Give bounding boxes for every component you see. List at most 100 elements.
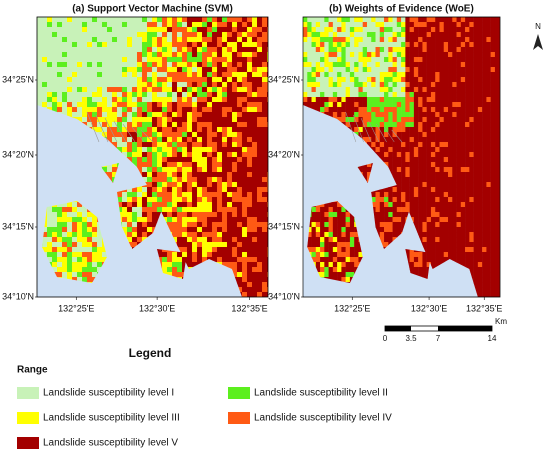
map-cell bbox=[435, 152, 440, 158]
map-cell bbox=[349, 37, 355, 43]
map-cell bbox=[247, 247, 253, 253]
map-cell bbox=[217, 67, 223, 73]
map-cell bbox=[192, 257, 198, 263]
map-cell bbox=[247, 262, 253, 268]
map-cell bbox=[375, 62, 381, 68]
map-cell bbox=[42, 52, 48, 58]
map-cell bbox=[122, 132, 128, 138]
map-cell bbox=[237, 17, 243, 23]
map-cell bbox=[207, 217, 213, 223]
map-cell bbox=[435, 262, 440, 268]
map-cell bbox=[142, 27, 148, 33]
map-cell bbox=[67, 212, 73, 218]
map-cell bbox=[422, 27, 427, 33]
map-cell bbox=[52, 52, 58, 58]
map-cell bbox=[57, 87, 63, 93]
map-cell bbox=[187, 127, 193, 133]
map-cell bbox=[207, 152, 213, 158]
map-cell bbox=[142, 67, 148, 73]
map-cell bbox=[222, 252, 228, 258]
map-cell bbox=[426, 107, 432, 113]
map-cell bbox=[486, 62, 491, 68]
map-cell bbox=[320, 32, 325, 38]
map-cell bbox=[72, 37, 78, 43]
map-cell bbox=[212, 147, 218, 153]
map-cell bbox=[388, 197, 393, 203]
map-cell bbox=[452, 162, 457, 168]
map-cell bbox=[267, 192, 268, 198]
map-cell bbox=[132, 217, 138, 223]
map-cell bbox=[92, 227, 98, 233]
map-cell bbox=[132, 222, 138, 228]
map-cell bbox=[366, 172, 372, 178]
map-cell bbox=[324, 92, 329, 98]
map-cell bbox=[430, 202, 436, 208]
map-cell bbox=[486, 132, 491, 138]
map-cell bbox=[37, 82, 43, 88]
map-cell bbox=[172, 57, 178, 63]
map-cell bbox=[192, 252, 198, 258]
map-cell bbox=[177, 147, 183, 153]
map-cell bbox=[137, 52, 143, 58]
map-cell bbox=[232, 192, 238, 198]
map-cell bbox=[112, 97, 118, 103]
map-cell bbox=[477, 52, 483, 58]
map-cell bbox=[87, 97, 93, 103]
map-cell bbox=[379, 107, 385, 113]
map-cell bbox=[435, 167, 440, 173]
map-cell bbox=[332, 17, 338, 23]
map-cell bbox=[401, 212, 406, 218]
map-cell bbox=[157, 27, 163, 33]
map-cell bbox=[257, 172, 263, 178]
map-cell bbox=[247, 252, 253, 258]
map-cell bbox=[97, 47, 103, 53]
map-cell bbox=[77, 37, 83, 43]
map-cell bbox=[482, 162, 487, 168]
map-cell bbox=[232, 207, 238, 213]
map-cell bbox=[371, 132, 376, 138]
map-cell bbox=[97, 97, 103, 103]
map-cell bbox=[197, 147, 203, 153]
map-cell bbox=[435, 192, 440, 198]
map-cell bbox=[107, 57, 113, 63]
map-cell bbox=[242, 172, 248, 178]
map-cell bbox=[202, 42, 208, 48]
map-cell bbox=[227, 197, 233, 203]
map-cell bbox=[422, 117, 427, 123]
map-cell bbox=[267, 102, 268, 108]
map-cell bbox=[147, 232, 153, 238]
map-cell bbox=[456, 157, 462, 163]
map-cell bbox=[452, 57, 457, 63]
map-cell bbox=[247, 192, 253, 198]
map-cell bbox=[465, 157, 470, 163]
map-cell bbox=[177, 232, 183, 238]
map-cell bbox=[490, 22, 496, 28]
map-cell bbox=[172, 47, 178, 53]
map-cell bbox=[460, 17, 466, 23]
map-cell bbox=[47, 22, 53, 28]
map-cell bbox=[232, 117, 238, 123]
map-cell bbox=[107, 137, 113, 143]
map-cell bbox=[482, 27, 487, 33]
map-cell bbox=[72, 27, 78, 33]
map-cell bbox=[349, 232, 355, 238]
map-cell bbox=[247, 242, 253, 248]
map-cell bbox=[187, 192, 193, 198]
map-cell bbox=[465, 262, 470, 268]
map-cell bbox=[197, 152, 203, 158]
map-cell bbox=[405, 197, 410, 203]
map-cell bbox=[469, 32, 474, 38]
map-cell bbox=[494, 47, 500, 53]
map-cell bbox=[232, 167, 238, 173]
map-cell bbox=[257, 227, 263, 233]
map-cell bbox=[392, 187, 398, 193]
map-cell bbox=[152, 122, 158, 128]
map-cell bbox=[257, 27, 263, 33]
map-cell bbox=[311, 237, 317, 243]
map-cell bbox=[222, 92, 228, 98]
map-cell bbox=[465, 127, 470, 133]
map-cell bbox=[469, 72, 474, 78]
map-cell bbox=[137, 152, 143, 158]
map-cell bbox=[405, 147, 410, 153]
map-cell bbox=[490, 102, 496, 108]
